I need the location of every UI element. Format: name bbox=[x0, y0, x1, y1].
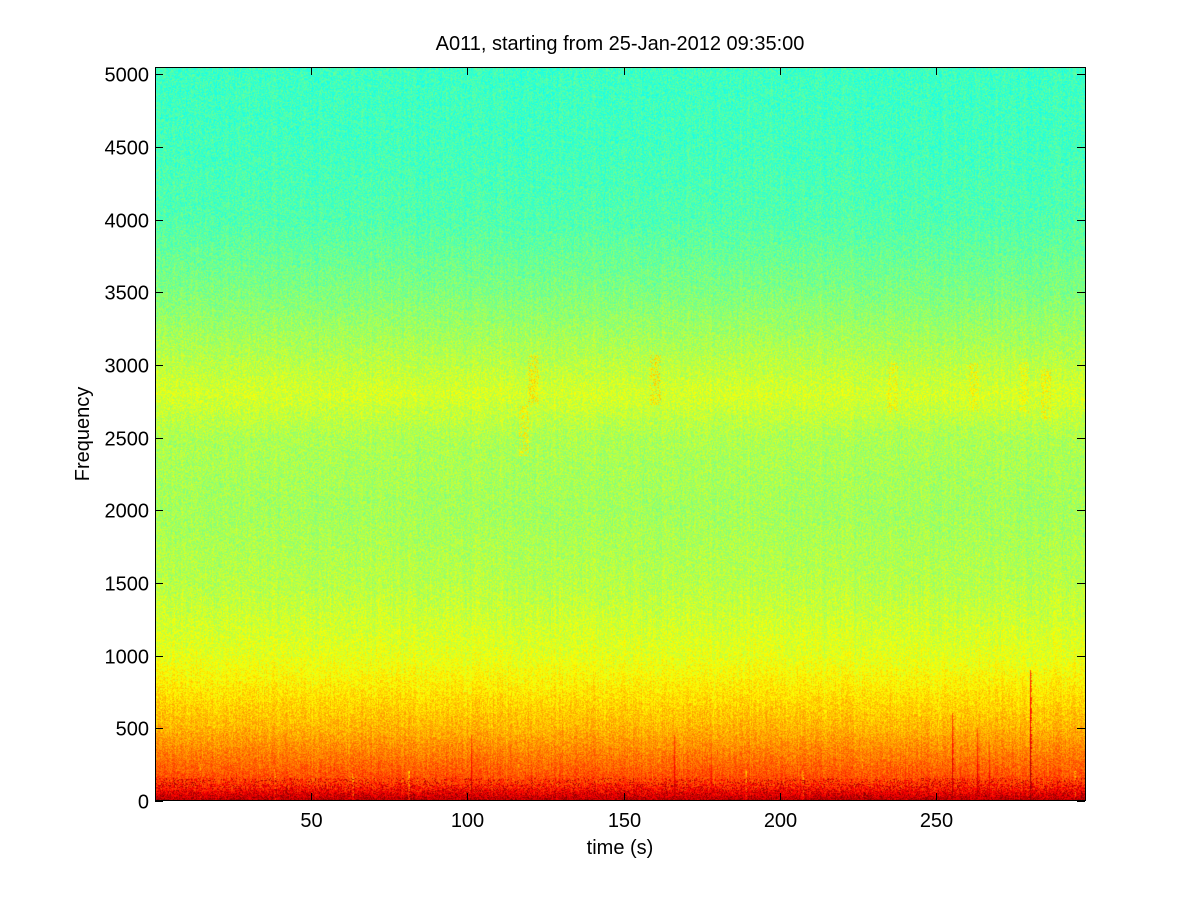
y-tick-label: 500 bbox=[116, 719, 149, 741]
y-tick-label: 3500 bbox=[105, 283, 150, 305]
y-tick-label: 4500 bbox=[105, 138, 150, 160]
y-tick-label: 3000 bbox=[105, 356, 150, 378]
y-tick-label: 0 bbox=[138, 792, 149, 814]
spectrogram-image bbox=[155, 67, 1086, 801]
x-tick-label: 200 bbox=[764, 810, 797, 832]
y-tick-label: 5000 bbox=[105, 65, 150, 87]
y-tick-label: 2500 bbox=[105, 429, 150, 451]
x-axis: 50 100 150 200 250 bbox=[300, 67, 953, 832]
y-tick-label: 1500 bbox=[105, 574, 150, 596]
x-tick-label: 50 bbox=[300, 810, 322, 832]
x-tick-label: 250 bbox=[920, 810, 953, 832]
y-tick-label: 1000 bbox=[105, 647, 150, 669]
y-tick-label: 4000 bbox=[105, 211, 150, 233]
x-tick-label: 150 bbox=[608, 810, 641, 832]
x-axis-label: time (s) bbox=[587, 837, 654, 859]
x-tick-label: 100 bbox=[451, 810, 484, 832]
y-axis: 0 500 1000 1500 2000 2500 3000 3500 4000 4500 5000 bbox=[105, 65, 1085, 814]
plot-frame bbox=[155, 67, 1086, 801]
chart-title: A011, starting from 25-Jan-2012 09:35:00 bbox=[436, 33, 805, 55]
y-tick-label: 2000 bbox=[105, 501, 150, 523]
y-axis-label: Frequency bbox=[72, 387, 94, 482]
